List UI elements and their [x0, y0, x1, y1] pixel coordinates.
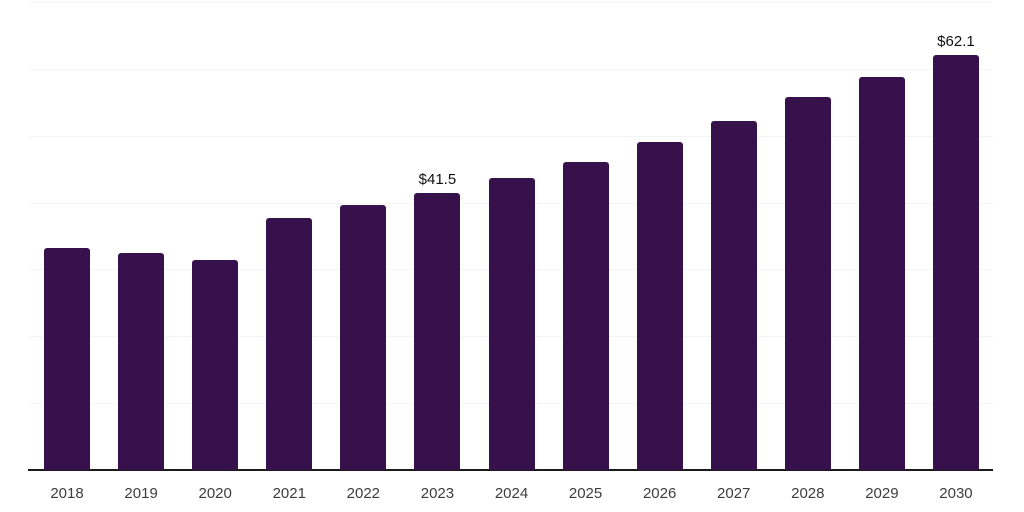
bar-2023	[414, 192, 461, 470]
x-tick-label-2018: 2018	[50, 485, 84, 502]
value-label-2023: $41.5	[418, 170, 457, 188]
x-tick-label-2024: 2024	[494, 485, 529, 502]
x-tick-label-2020: 2020	[198, 485, 232, 502]
bar-2022	[340, 204, 387, 470]
x-tick-label-2027: 2027	[717, 485, 751, 502]
bar-2021	[266, 217, 313, 470]
bar-2025	[562, 162, 609, 470]
x-tick-label-2029: 2029	[865, 485, 899, 502]
gridline	[30, 68, 993, 70]
x-tick-label-2019: 2019	[124, 485, 158, 502]
x-tick-label-2030: 2030	[939, 485, 973, 502]
bar-2018	[44, 248, 91, 470]
x-tick-label-2028: 2028	[791, 485, 825, 502]
bar-2029	[858, 76, 905, 470]
gridline	[30, 2, 993, 3]
x-axis-line	[28, 469, 993, 471]
x-tick-label-2021: 2021	[272, 485, 306, 502]
x-tick-label-2023: 2023	[420, 485, 455, 502]
bar-2028	[784, 96, 831, 470]
bar-2030	[932, 54, 979, 470]
x-tick-label-2022: 2022	[346, 485, 381, 502]
bar-2019	[118, 253, 165, 470]
bar-2026	[636, 141, 683, 470]
x-tick-label-2026: 2026	[642, 485, 677, 502]
bar-2024	[488, 177, 535, 470]
value-label-2030: $62.1	[937, 32, 975, 50]
gridline	[30, 135, 993, 137]
bar-2020	[192, 260, 239, 470]
x-tick-label-2025: 2025	[568, 485, 603, 502]
bar-2027	[710, 121, 757, 470]
